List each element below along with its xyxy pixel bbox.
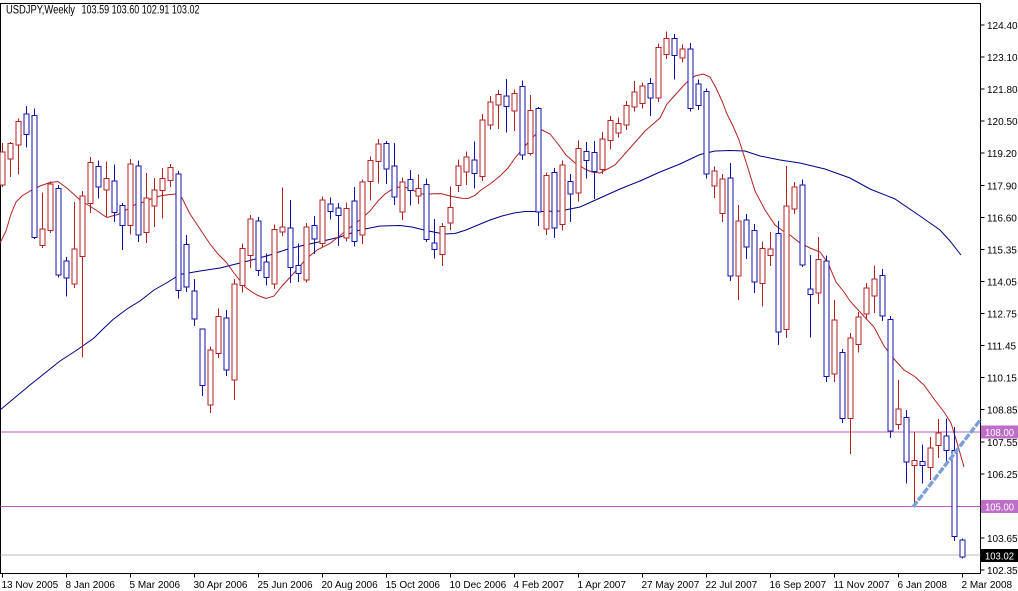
svg-text:10 Dec 2006: 10 Dec 2006 bbox=[450, 580, 507, 591]
svg-text:117.90: 117.90 bbox=[987, 181, 1017, 192]
svg-text:112.75: 112.75 bbox=[987, 310, 1017, 321]
svg-text:8 Jan 2006: 8 Jan 2006 bbox=[66, 580, 116, 591]
svg-text:123.10: 123.10 bbox=[987, 53, 1018, 64]
svg-text:115.35: 115.35 bbox=[987, 245, 1017, 256]
svg-text:USDJPY,Weekly: USDJPY,Weekly bbox=[6, 5, 75, 17]
svg-text:11 Nov 2007: 11 Nov 2007 bbox=[834, 580, 890, 591]
svg-text:106.25: 106.25 bbox=[987, 470, 1018, 481]
svg-text:110.15: 110.15 bbox=[987, 374, 1017, 385]
svg-text:114.05: 114.05 bbox=[987, 278, 1017, 289]
svg-text:2 Mar 2008: 2 Mar 2008 bbox=[962, 580, 1013, 591]
svg-text:108.85: 108.85 bbox=[987, 406, 1018, 417]
svg-text:107.55: 107.55 bbox=[987, 438, 1018, 449]
svg-text:30 Apr 2006: 30 Apr 2006 bbox=[194, 580, 248, 591]
svg-text:5 Mar 2006: 5 Mar 2006 bbox=[130, 580, 181, 591]
svg-text:1 Apr 2007: 1 Apr 2007 bbox=[578, 580, 627, 591]
svg-text:108.00: 108.00 bbox=[985, 427, 1014, 439]
svg-text:103.59 103.60 102.91 103.02: 103.59 103.60 102.91 103.02 bbox=[82, 5, 200, 17]
svg-text:111.45: 111.45 bbox=[987, 342, 1017, 353]
svg-text:120.50: 120.50 bbox=[987, 117, 1018, 128]
svg-text:103.65: 103.65 bbox=[987, 534, 1018, 545]
svg-text:15 Oct 2006: 15 Oct 2006 bbox=[386, 580, 441, 591]
svg-text:4 Feb 2007: 4 Feb 2007 bbox=[514, 580, 565, 591]
svg-text:119.20: 119.20 bbox=[987, 149, 1017, 160]
svg-text:116.60: 116.60 bbox=[987, 213, 1017, 224]
svg-text:13 Nov 2005: 13 Nov 2005 bbox=[2, 580, 59, 591]
svg-text:27 May 2007: 27 May 2007 bbox=[642, 580, 700, 591]
svg-text:105.00: 105.00 bbox=[985, 502, 1014, 514]
svg-text:25 Jun 2006: 25 Jun 2006 bbox=[258, 580, 313, 591]
svg-text:124.40: 124.40 bbox=[987, 21, 1018, 32]
svg-text:22 Jul 2007: 22 Jul 2007 bbox=[706, 580, 758, 591]
svg-text:16 Sep 2007: 16 Sep 2007 bbox=[770, 580, 827, 591]
svg-text:102.35: 102.35 bbox=[987, 566, 1018, 577]
svg-text:20 Aug 2006: 20 Aug 2006 bbox=[322, 580, 379, 591]
svg-text:6 Jan 2008: 6 Jan 2008 bbox=[898, 580, 948, 591]
svg-text:103.02: 103.02 bbox=[985, 551, 1014, 563]
svg-text:121.80: 121.80 bbox=[987, 85, 1018, 96]
